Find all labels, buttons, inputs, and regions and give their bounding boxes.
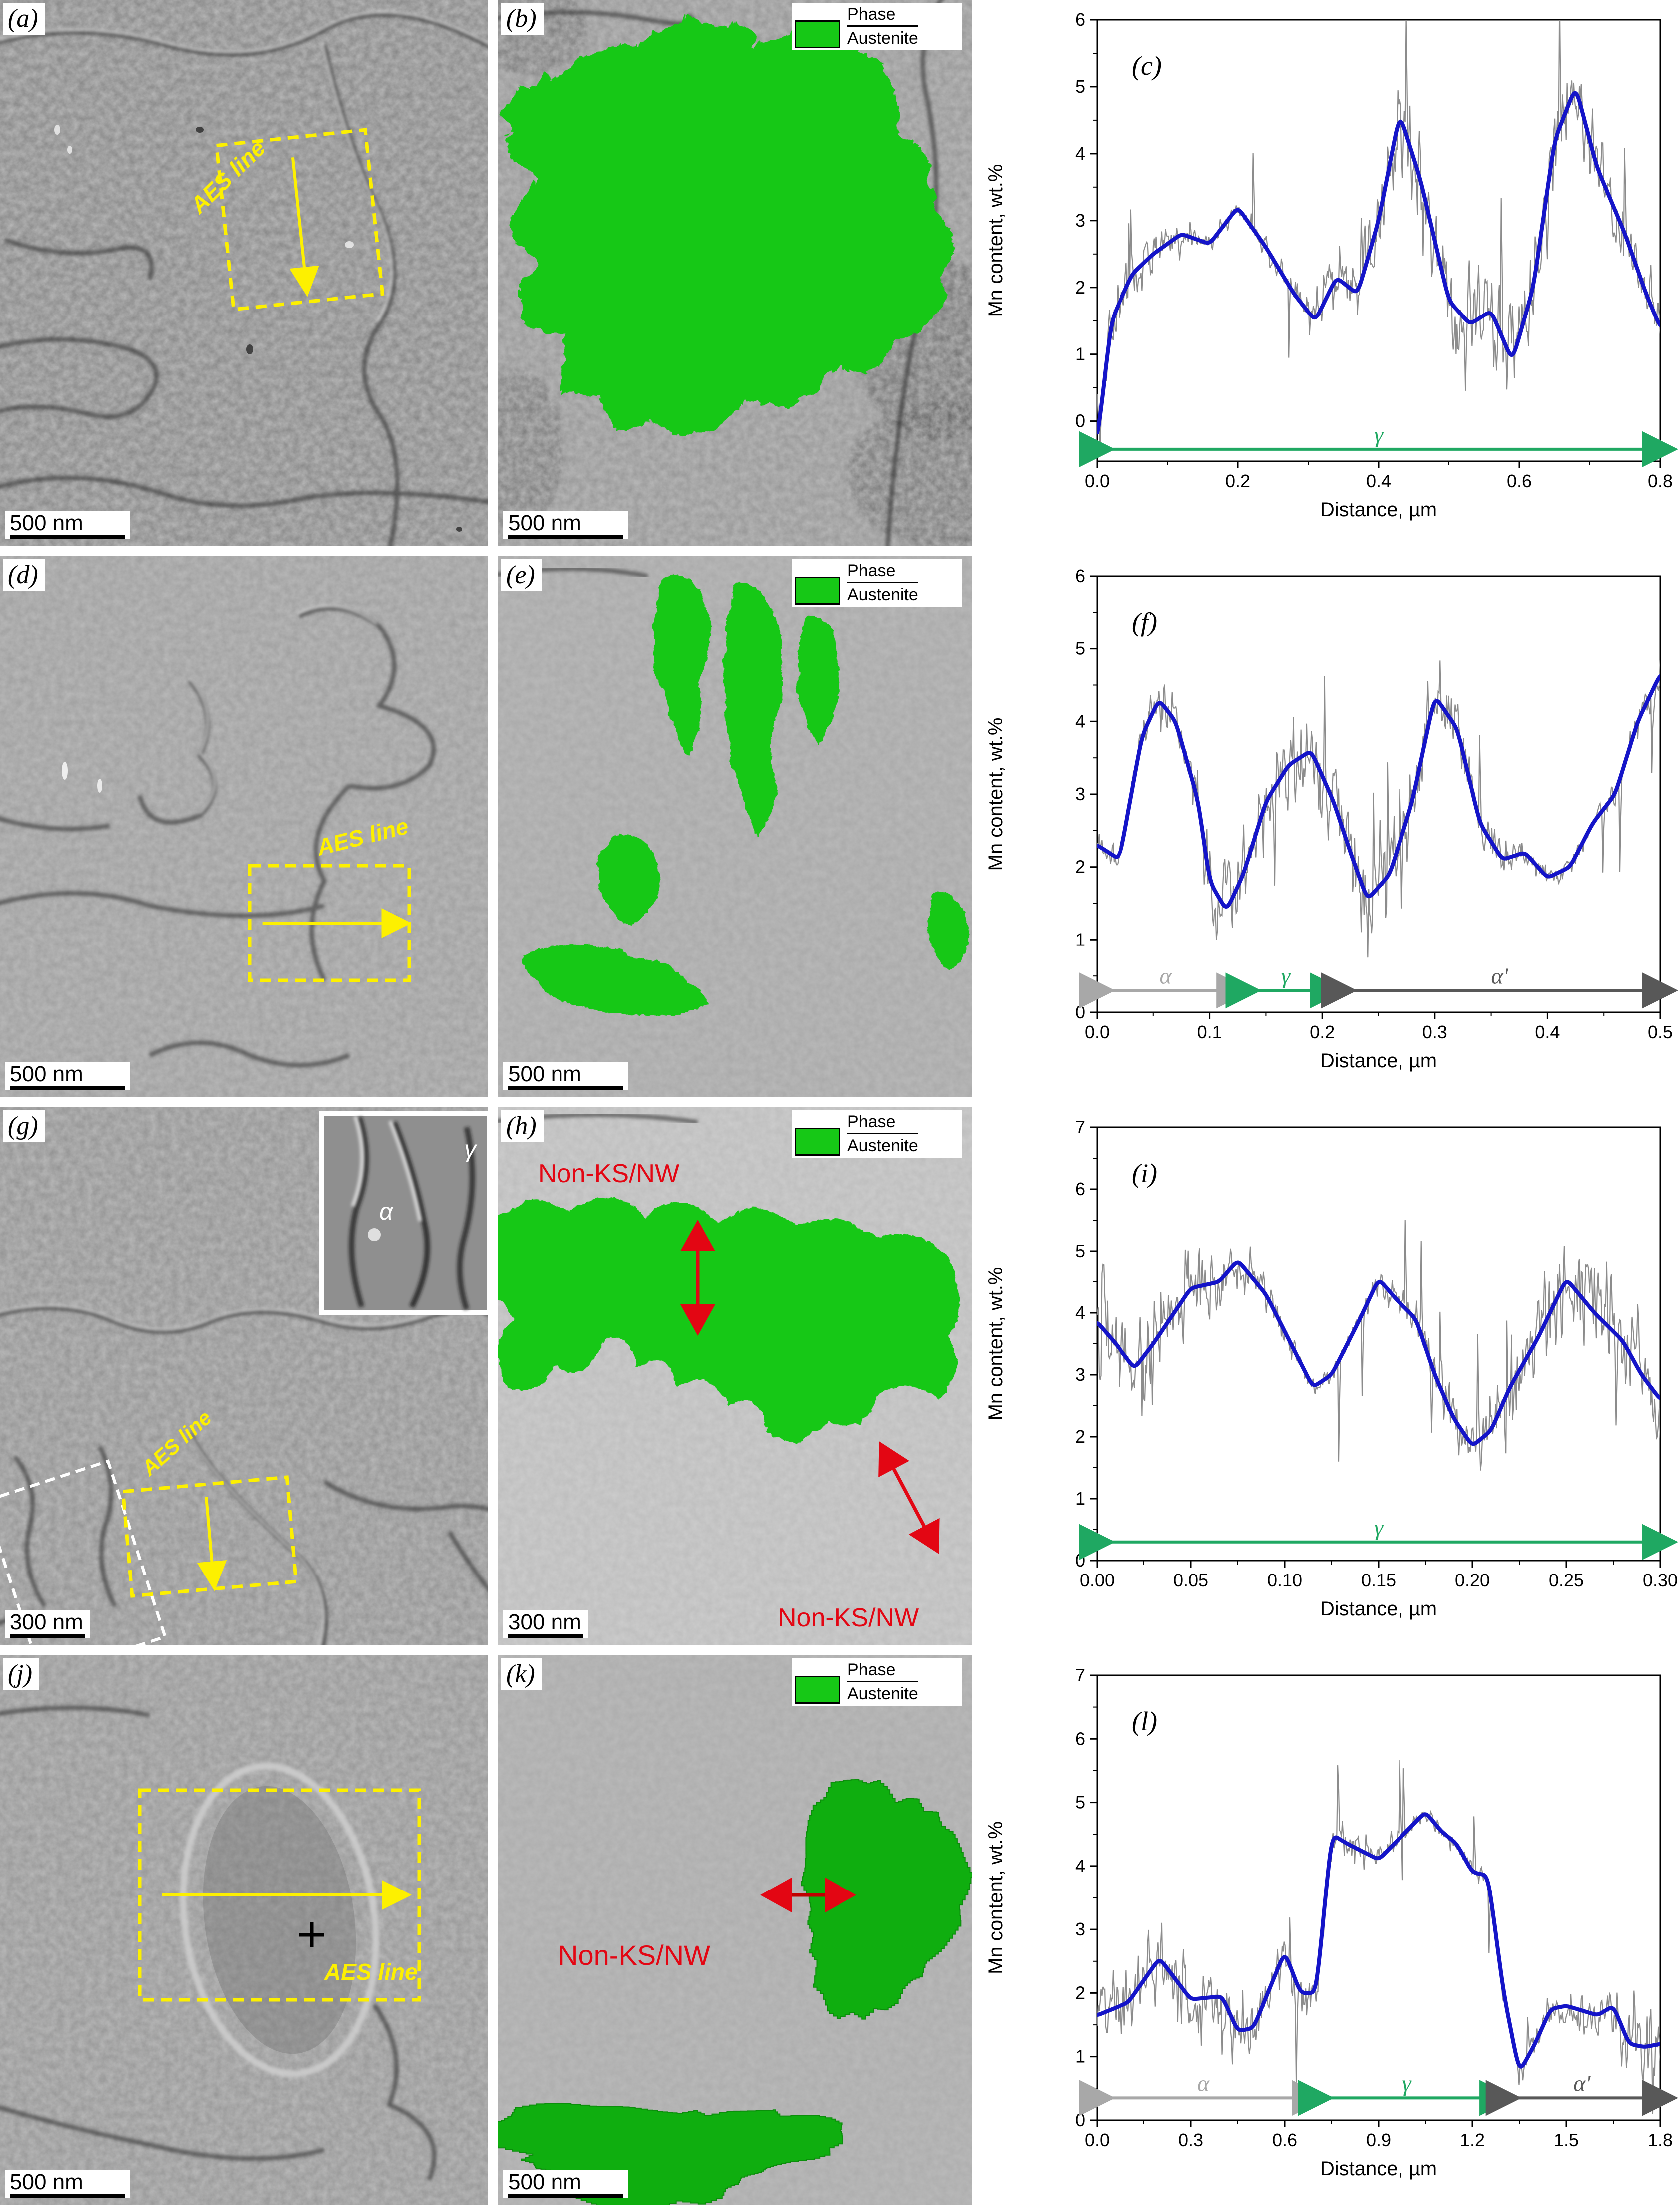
svg-text:Mn content, wt.%: Mn content, wt.%	[985, 1821, 1007, 1974]
svg-text:1: 1	[1075, 1488, 1085, 1509]
svg-text:6: 6	[1075, 1179, 1085, 1199]
svg-text:Mn content, wt.%: Mn content, wt.%	[985, 164, 1007, 317]
svg-text:γ: γ	[1374, 422, 1384, 447]
svg-text:6: 6	[1075, 1728, 1085, 1749]
svg-text:4: 4	[1075, 711, 1085, 731]
svg-text:2: 2	[1075, 1982, 1085, 2003]
svg-text:4: 4	[1075, 1302, 1085, 1323]
svg-text:0.6: 0.6	[1272, 2130, 1297, 2150]
svg-text:α: α	[1197, 2070, 1210, 2096]
svg-text:0: 0	[1075, 411, 1085, 431]
svg-text:0.5: 0.5	[1648, 1022, 1673, 1042]
svg-text:5: 5	[1075, 76, 1085, 97]
svg-text:2: 2	[1075, 857, 1085, 877]
svg-text:Non-KS/NW: Non-KS/NW	[538, 1159, 679, 1188]
svg-text:Mn content, wt.%: Mn content, wt.%	[985, 1267, 1007, 1421]
svg-text:α': α'	[1573, 2070, 1591, 2096]
svg-text:5: 5	[1075, 1241, 1085, 1261]
svg-text:3: 3	[1075, 1364, 1085, 1385]
svg-text:γ: γ	[1374, 1515, 1384, 1540]
svg-text:Mn content, wt.%: Mn content, wt.%	[985, 718, 1007, 871]
svg-text:4: 4	[1075, 143, 1085, 164]
svg-text:1.2: 1.2	[1460, 2130, 1485, 2150]
svg-text:Distance, µm: Distance, µm	[1320, 2158, 1437, 2180]
svg-text:0.8: 0.8	[1648, 471, 1673, 491]
svg-text:1.5: 1.5	[1554, 2130, 1579, 2150]
svg-text:0: 0	[1075, 1002, 1085, 1022]
svg-text:4: 4	[1075, 1856, 1085, 1876]
svg-text:1: 1	[1075, 344, 1085, 364]
svg-text:0.2: 0.2	[1310, 1022, 1335, 1042]
svg-text:0.0: 0.0	[1085, 2130, 1110, 2150]
svg-text:6: 6	[1075, 566, 1085, 586]
svg-text:0.15: 0.15	[1361, 1570, 1396, 1590]
svg-text:0.2: 0.2	[1225, 471, 1250, 491]
svg-text:0.6: 0.6	[1507, 471, 1532, 491]
svg-text:2: 2	[1075, 277, 1085, 298]
svg-text:(c): (c)	[1132, 51, 1162, 81]
svg-text:1.8: 1.8	[1648, 2130, 1673, 2150]
svg-text:0.30: 0.30	[1643, 1570, 1678, 1590]
svg-text:7: 7	[1075, 1117, 1085, 1137]
svg-text:α: α	[379, 1199, 394, 1225]
svg-text:6: 6	[1075, 9, 1085, 30]
svg-text:0.0: 0.0	[1085, 471, 1110, 491]
svg-text:γ: γ	[1402, 2070, 1412, 2096]
svg-text:α': α'	[1491, 963, 1509, 988]
svg-text:(i): (i)	[1132, 1158, 1157, 1188]
svg-text:0.25: 0.25	[1549, 1570, 1584, 1590]
svg-text:2: 2	[1075, 1426, 1085, 1447]
svg-text:0.0: 0.0	[1085, 1022, 1110, 1042]
svg-text:α: α	[1160, 963, 1172, 988]
svg-text:(f): (f)	[1132, 607, 1157, 637]
svg-text:0.10: 0.10	[1267, 1570, 1302, 1590]
svg-text:0.3: 0.3	[1178, 2130, 1203, 2150]
svg-text:0.4: 0.4	[1366, 471, 1391, 491]
svg-text:Distance, µm: Distance, µm	[1320, 1050, 1437, 1072]
svg-text:3: 3	[1075, 784, 1085, 804]
svg-text:AES line: AES line	[324, 1959, 418, 1985]
svg-text:γ: γ	[1281, 963, 1291, 988]
svg-text:3: 3	[1075, 210, 1085, 231]
svg-text:5: 5	[1075, 638, 1085, 659]
svg-text:3: 3	[1075, 1919, 1085, 1939]
svg-text:7: 7	[1075, 1665, 1085, 1685]
svg-text:0.4: 0.4	[1535, 1022, 1560, 1042]
svg-text:(l): (l)	[1132, 1706, 1157, 1736]
svg-text:Distance, µm: Distance, µm	[1320, 1598, 1437, 1620]
svg-text:0.9: 0.9	[1366, 2130, 1391, 2150]
svg-text:Non-KS/NW: Non-KS/NW	[778, 1603, 919, 1632]
svg-text:1: 1	[1075, 929, 1085, 949]
svg-text:Non-KS/NW: Non-KS/NW	[558, 1939, 710, 1971]
svg-text:0.1: 0.1	[1197, 1022, 1222, 1042]
svg-text:0.05: 0.05	[1173, 1570, 1208, 1590]
svg-text:0: 0	[1075, 1550, 1085, 1571]
svg-text:γ: γ	[464, 1136, 478, 1163]
svg-text:0.00: 0.00	[1080, 1570, 1115, 1590]
svg-text:0: 0	[1075, 2110, 1085, 2130]
svg-text:1: 1	[1075, 2046, 1085, 2067]
svg-text:0.3: 0.3	[1422, 1022, 1447, 1042]
svg-text:5: 5	[1075, 1792, 1085, 1813]
svg-text:Distance, µm: Distance, µm	[1320, 499, 1437, 521]
svg-text:0.20: 0.20	[1455, 1570, 1490, 1590]
